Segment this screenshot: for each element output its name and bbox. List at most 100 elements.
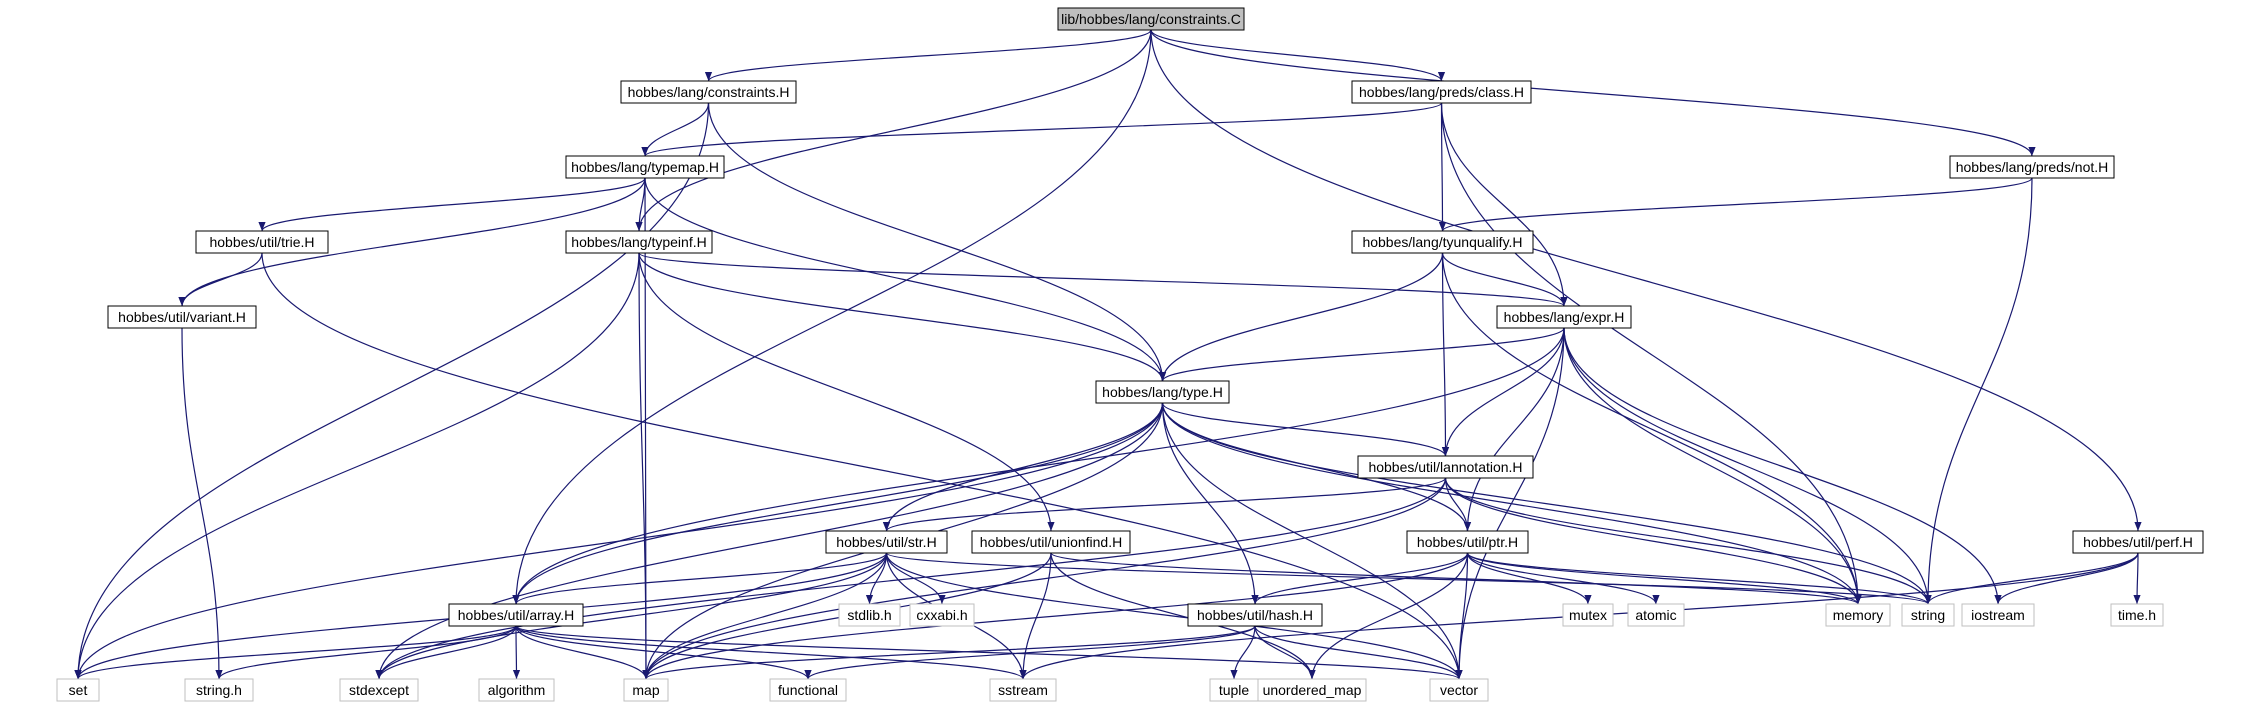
edge-ptr-to-unordered_map xyxy=(1308,552,1469,680)
node-box xyxy=(1949,155,2115,179)
node-box xyxy=(1825,603,1891,627)
edge-str-to-vector xyxy=(885,552,1463,680)
node-iostream: iostream xyxy=(1961,603,2035,627)
edge-type-to-str xyxy=(882,402,1164,532)
node-label: mutex xyxy=(1569,607,1607,623)
edge-unionfind-to-sstream xyxy=(1019,552,1052,680)
node-hobbes-lang-type-h[interactable]: hobbes/lang/type.H xyxy=(1095,380,1230,404)
edge-ptr-to-mutex xyxy=(1466,552,1592,605)
edge-str-to-map xyxy=(642,552,888,680)
node-box xyxy=(1627,603,1685,627)
node-box xyxy=(825,530,948,554)
edge-ptr-to-memory xyxy=(1466,552,1862,605)
node-box xyxy=(478,678,555,702)
node-hobbes-util-unionfind-h[interactable]: hobbes/util/unionfind.H xyxy=(971,530,1131,554)
node-label: vector xyxy=(1440,682,1478,698)
node-box xyxy=(1901,603,1955,627)
edge-ptr-to-map xyxy=(642,552,1469,680)
node-tuple: tuple xyxy=(1209,678,1259,702)
node-label: hobbes/lang/tyunqualify.H xyxy=(1362,234,1522,250)
edge-lannotation-to-map xyxy=(642,477,1447,680)
edge-ptr-to-string xyxy=(1466,552,1932,605)
node-hobbes-lang-constraints-h[interactable]: hobbes/lang/constraints.H xyxy=(620,80,797,104)
node-hobbes-util-array-h[interactable]: hobbes/util/array.H xyxy=(448,603,584,627)
node-box xyxy=(565,230,713,254)
node-hobbes-util-variant-h[interactable]: hobbes/util/variant.H xyxy=(107,305,257,329)
node-hobbes-lang-tyunqualify-h[interactable]: hobbes/lang/tyunqualify.H xyxy=(1351,230,1534,254)
node-box xyxy=(1257,678,1367,702)
edge-ptr-to-hash xyxy=(1251,552,1469,605)
node-box xyxy=(1187,603,1323,627)
node-box xyxy=(989,678,1057,702)
edge-constraintsH-to-type xyxy=(707,102,1167,382)
node-label: cxxabi.h xyxy=(916,607,967,623)
node-cxxabi-h: cxxabi.h xyxy=(909,603,975,627)
node-functional: functional xyxy=(769,678,847,702)
node-label: set xyxy=(69,682,88,698)
edge-root-to-typeinf xyxy=(635,29,1152,232)
edge-unionfind-to-unordered_map xyxy=(1050,552,1316,680)
node-box xyxy=(1095,380,1230,404)
node-hobbes-util-lannotation-h[interactable]: hobbes/util/lannotation.H xyxy=(1357,455,1534,479)
node-label: hobbes/util/str.H xyxy=(836,534,936,550)
node-box xyxy=(620,80,797,104)
edge-type-to-vector xyxy=(1161,402,1463,680)
node-box xyxy=(2110,603,2164,627)
edge-type-to-string xyxy=(1161,402,1932,605)
node-box xyxy=(1351,230,1534,254)
node-label: hobbes/util/array.H xyxy=(458,607,574,623)
edge-typemap-to-variant xyxy=(178,177,646,307)
edge-str-to-string xyxy=(885,552,1932,605)
node-time-h: time.h xyxy=(2110,603,2164,627)
edge-ptr-to-atomic xyxy=(1466,552,1660,605)
edge-trie-to-vector xyxy=(261,252,1463,680)
edge-expr-to-type xyxy=(1159,327,1565,382)
node-hobbes-util-trie-h[interactable]: hobbes/util/trie.H xyxy=(195,230,329,254)
node-vector: vector xyxy=(1429,678,1489,702)
node-label: unordered_map xyxy=(1263,682,1362,698)
edge-type-to-array xyxy=(512,402,1164,605)
node-hobbes-util-perf-h[interactable]: hobbes/util/perf.H xyxy=(2072,530,2204,554)
node-hobbes-util-str-h[interactable]: hobbes/util/str.H xyxy=(825,530,948,554)
node-hobbes-lang-expr-h[interactable]: hobbes/lang/expr.H xyxy=(1496,305,1632,329)
edge-hash-to-vector xyxy=(1254,625,1463,680)
node-hobbes-lang-preds-class-h[interactable]: hobbes/lang/preds/class.H xyxy=(1351,80,1532,104)
edge-type-to-set xyxy=(74,402,1164,680)
node-box xyxy=(565,155,725,179)
edge-tyunqualify-to-type xyxy=(1158,252,1444,382)
node-label: functional xyxy=(778,682,838,698)
edge-array-to-sstream xyxy=(515,625,1027,680)
node-box xyxy=(2072,530,2204,554)
node-lib-hobbes-lang-constraints-c[interactable]: lib/hobbes/lang/constraints.C xyxy=(1057,7,1245,31)
node-label: hobbes/lang/typeinf.H xyxy=(571,234,706,250)
edge-expr-to-iostream xyxy=(1563,327,2002,605)
node-atomic: atomic xyxy=(1627,603,1685,627)
edge-typeinf-to-map xyxy=(638,252,650,680)
edge-variant-to-stringh xyxy=(181,327,223,680)
node-hobbes-util-ptr-h[interactable]: hobbes/util/ptr.H xyxy=(1406,530,1529,554)
edge-tyunqualify-to-lannotation xyxy=(1441,252,1450,457)
edge-perf-to-iostream xyxy=(1994,552,2139,605)
node-hobbes-lang-typeinf-h[interactable]: hobbes/lang/typeinf.H xyxy=(565,230,713,254)
node-box xyxy=(1429,678,1489,702)
node-box xyxy=(909,603,975,627)
node-label: iostream xyxy=(1971,607,2025,623)
node-label: hobbes/lang/type.H xyxy=(1102,384,1223,400)
edge-array-to-map xyxy=(515,625,650,680)
node-box xyxy=(184,678,254,702)
edge-typeinf-to-type xyxy=(638,252,1167,382)
node-label: hobbes/lang/preds/not.H xyxy=(1956,159,2109,175)
node-string: string xyxy=(1901,603,1955,627)
edge-hash-to-tuple xyxy=(1230,625,1256,680)
node-hobbes-lang-typemap-h[interactable]: hobbes/lang/typemap.H xyxy=(565,155,725,179)
edge-type-to-hash xyxy=(1161,402,1259,605)
edge-type-to-memory xyxy=(1161,402,1862,605)
edge-hash-to-unordered_map xyxy=(1254,625,1316,680)
edge-typeinf-to-set xyxy=(74,252,640,680)
node-label: lib/hobbes/lang/constraints.C xyxy=(1061,11,1241,27)
node-hobbes-util-hash-h[interactable]: hobbes/util/hash.H xyxy=(1187,603,1323,627)
edge-str-to-cxxabih xyxy=(885,552,946,605)
node-label: memory xyxy=(1833,607,1884,623)
node-hobbes-lang-preds-not-h[interactable]: hobbes/lang/preds/not.H xyxy=(1949,155,2115,179)
edge-predsNot-to-string xyxy=(1924,177,2033,605)
